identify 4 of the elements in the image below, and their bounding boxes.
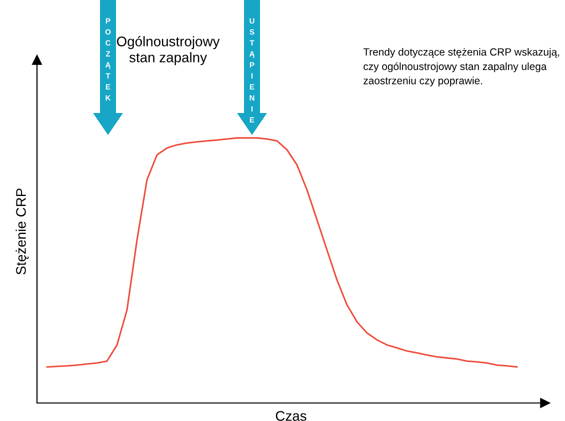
- text: Trendy dotyczące stężenia CRP wskazują, czy ogólnoustrojowy stan zapalny ulega zaostrzeniu czy poprawie.: [363, 48, 560, 86]
- y-axis-title: Stężenie CRP: [16, 188, 29, 274]
- text: Ogólnoustrojowy stan zapalny: [116, 36, 220, 66]
- x-axis-title: Czas: [276, 411, 306, 421]
